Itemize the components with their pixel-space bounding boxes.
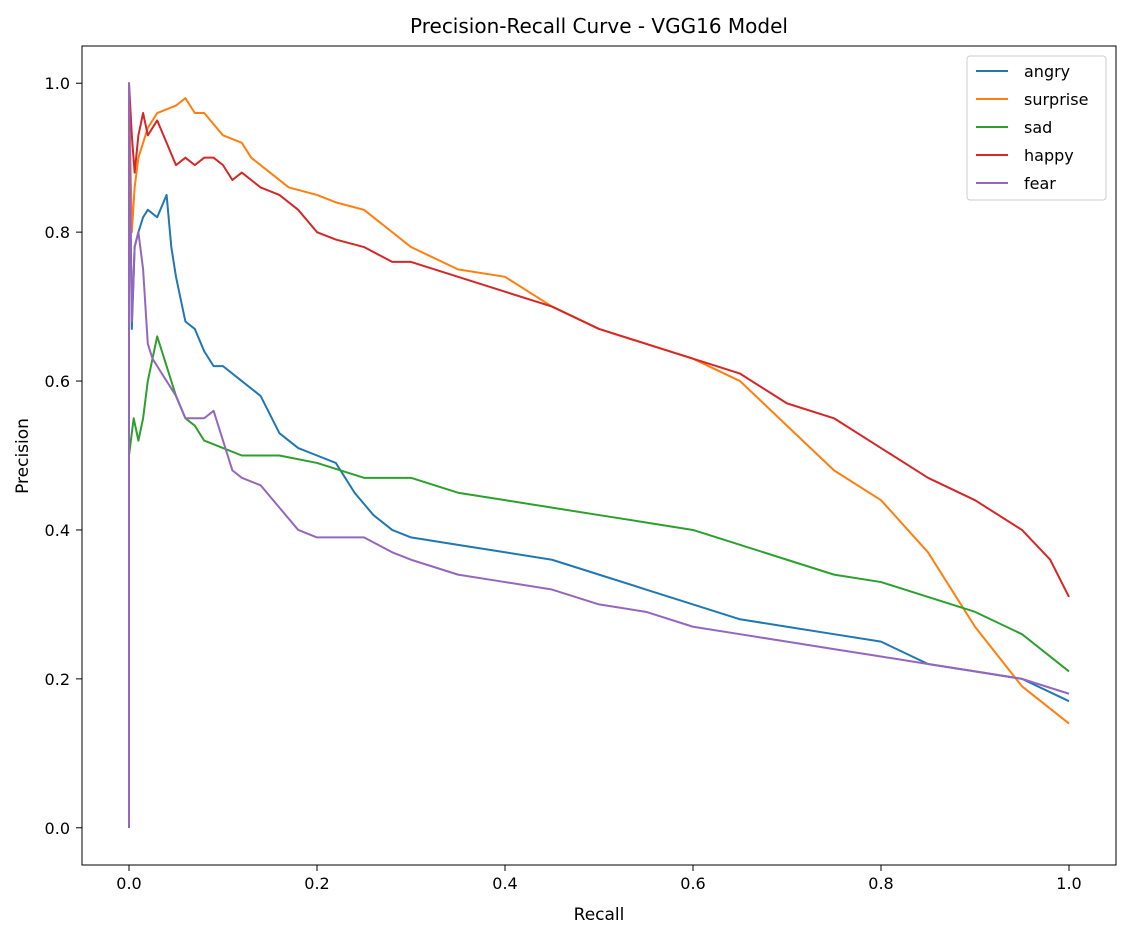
y-tick-label: 0.8 xyxy=(45,223,70,242)
series-line-angry xyxy=(128,82,1070,828)
y-tick-label: 0.4 xyxy=(45,521,70,540)
axes-frame xyxy=(81,45,1117,866)
y-tick-label: 0.2 xyxy=(45,670,70,689)
legend-label-happy: happy xyxy=(1024,146,1074,165)
legend-label-fear: fear xyxy=(1024,174,1056,193)
legend-box xyxy=(966,55,1107,201)
series-line-happy xyxy=(128,82,1070,828)
legend-label-sad: sad xyxy=(1024,118,1052,137)
x-tick-label: 0.4 xyxy=(492,874,517,893)
x-tick-label: 0.8 xyxy=(868,874,893,893)
x-tick-label: 0.2 xyxy=(304,874,329,893)
x-tick-label: 0.0 xyxy=(116,874,141,893)
series-line-sad xyxy=(128,335,1070,828)
legend: angry surprise sad happy fear xyxy=(966,55,1107,201)
series-line-fear xyxy=(128,82,1070,828)
plot-area xyxy=(128,82,1070,828)
y-axis: 0.0 0.2 0.4 0.6 0.8 1.0 xyxy=(45,74,82,838)
x-tick-label: 1.0 xyxy=(1056,874,1081,893)
y-axis-label: Precision xyxy=(13,418,33,494)
series-line-surprise xyxy=(128,82,1070,828)
x-axis: 0.0 0.2 0.4 0.6 0.8 1.0 xyxy=(116,865,1082,893)
chart-title: Precision-Recall Curve - VGG16 Model xyxy=(410,14,788,38)
legend-label-angry: angry xyxy=(1024,62,1070,81)
y-tick-label: 0.6 xyxy=(45,372,70,391)
y-tick-label: 0.0 xyxy=(45,819,70,838)
legend-label-surprise: surprise xyxy=(1024,90,1088,109)
x-tick-label: 0.6 xyxy=(680,874,705,893)
x-axis-label: Recall xyxy=(574,905,625,925)
y-tick-label: 1.0 xyxy=(45,74,70,93)
